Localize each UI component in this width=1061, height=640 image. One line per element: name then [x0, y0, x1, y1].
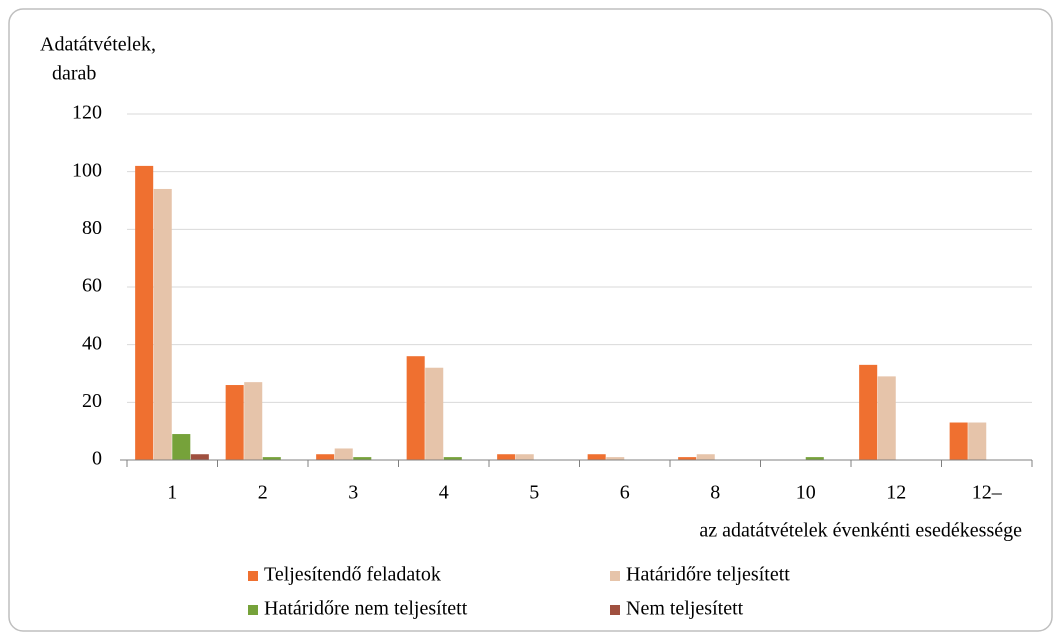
bar: [678, 457, 697, 460]
bar: [968, 422, 987, 460]
x-axis-label: az adatátvételek évenkénti esedékessége: [699, 520, 1022, 542]
x-tick-label: 1: [167, 482, 177, 504]
chart-frame: [8, 8, 1053, 632]
bar: [244, 382, 263, 460]
bar: [406, 356, 425, 460]
bar: [153, 188, 172, 460]
bar: [606, 457, 625, 460]
bar: [425, 367, 444, 460]
y-axis-label: Adatátvételek,: [40, 34, 156, 56]
y-tick-label: 60: [82, 275, 102, 297]
legend-label: Határidőre teljesített: [626, 564, 790, 586]
y-tick-label: 120: [72, 102, 102, 124]
bar: [696, 454, 715, 460]
bar: [877, 376, 896, 460]
bar: [262, 457, 281, 460]
legend-swatch: [610, 571, 620, 581]
bar: [949, 422, 968, 460]
bar: [316, 454, 335, 460]
y-tick-label: 0: [92, 448, 102, 470]
bar: [190, 454, 209, 460]
legend-swatch: [248, 605, 258, 615]
legend-label: Teljesítendő feladatok: [264, 564, 441, 586]
bar: [353, 457, 372, 460]
x-tick-label: 3: [348, 482, 358, 504]
x-tick-label: 4: [439, 482, 449, 504]
legend-label: Határidőre nem teljesített: [264, 598, 468, 620]
y-axis-label: darab: [52, 63, 96, 85]
bar: [587, 454, 606, 460]
y-tick-label: 40: [82, 332, 102, 354]
y-tick-label: 80: [82, 217, 102, 239]
bar: [497, 454, 516, 460]
x-tick-label: 2: [258, 482, 268, 504]
x-tick-label: 12: [886, 482, 906, 504]
bar: [515, 454, 534, 460]
legend-label: Nem teljesített: [626, 598, 744, 620]
x-tick-label: 12–: [972, 482, 1003, 504]
bar: [443, 457, 462, 460]
bar: [805, 457, 824, 460]
x-tick-label: 8: [710, 482, 720, 504]
x-tick-label: 6: [620, 482, 630, 504]
legend-swatch: [610, 605, 620, 615]
bar: [225, 385, 244, 460]
bar: [172, 434, 191, 460]
legend-swatch: [248, 571, 258, 581]
x-tick-label: 10: [796, 482, 816, 504]
bar: [334, 448, 353, 460]
y-tick-label: 20: [82, 390, 102, 412]
bar: [135, 165, 154, 460]
bar: [859, 364, 878, 460]
x-tick-label: 5: [529, 482, 539, 504]
y-tick-label: 100: [72, 159, 102, 181]
